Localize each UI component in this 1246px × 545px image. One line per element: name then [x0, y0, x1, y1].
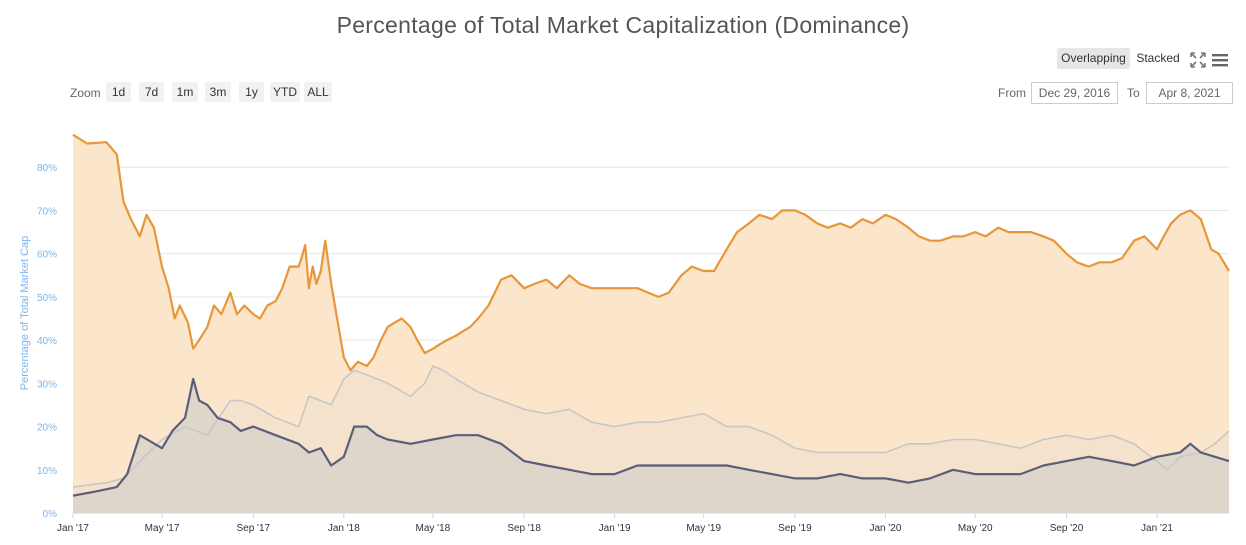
y-tick-label: 10%: [37, 466, 57, 477]
alt-area: [73, 366, 1229, 513]
btc-area: [73, 134, 1229, 514]
y-axis-ticks: 0% 10% 20% 30% 40% 50% 60% 70% 80%: [37, 163, 57, 520]
zoom-all-button[interactable]: ALL: [304, 82, 332, 102]
to-label: To: [1127, 86, 1140, 100]
x-tick-label: May '17: [145, 523, 180, 534]
to-date-input[interactable]: Apr 8, 2021: [1146, 82, 1233, 104]
x-tick-label: May '20: [958, 523, 993, 534]
x-tick-label: May '18: [416, 523, 451, 534]
y-tick-label: 0%: [43, 509, 58, 520]
y-tick-label: 40%: [37, 336, 57, 347]
alt-line: [72, 365, 1230, 488]
y-tick-label: 50%: [37, 293, 57, 304]
x-tick-label: Jan '18: [328, 523, 360, 534]
x-axis-ticks: Jan '17 May '17 Sep '17 Jan '18 May '18 Sep '…: [57, 513, 1173, 534]
x-tick-label: May '19: [686, 523, 721, 534]
stacked-button[interactable]: Stacked: [1136, 51, 1180, 65]
zoom-1d-button[interactable]: 1d: [106, 82, 131, 102]
fullscreen-icon[interactable]: [1188, 50, 1208, 70]
y-tick-label: 30%: [37, 379, 57, 390]
y-tick-label: 80%: [37, 163, 57, 174]
x-tick-label: Jan '19: [599, 523, 631, 534]
overlapping-button[interactable]: Overlapping: [1057, 48, 1130, 69]
btc-line: [72, 133, 1230, 372]
eth-area: [73, 379, 1229, 513]
x-tick-label: Sep '19: [778, 523, 812, 534]
series-areas: [73, 134, 1229, 514]
zoom-1y-button[interactable]: 1y: [239, 82, 264, 102]
zoom-7d-button[interactable]: 7d: [139, 82, 164, 102]
x-tick-label: Sep '17: [236, 523, 270, 534]
x-tick-label: Jan '21: [1141, 523, 1173, 534]
y-axis-label: Percentage of Total Market Cap: [19, 236, 31, 391]
from-date-input[interactable]: Dec 29, 2016: [1031, 82, 1118, 104]
zoom-ytd-button[interactable]: YTD: [270, 82, 300, 102]
zoom-3m-button[interactable]: 3m: [205, 82, 231, 102]
series-lines: [72, 133, 1230, 497]
x-tick-label: Sep '18: [507, 523, 541, 534]
grid-lines: [73, 166, 1229, 514]
zoom-1m-button[interactable]: 1m: [172, 82, 198, 102]
y-tick-label: 70%: [37, 206, 57, 217]
zoom-label: Zoom: [70, 86, 101, 100]
y-tick-label: 20%: [37, 423, 57, 434]
y-tick-label: 60%: [37, 250, 57, 261]
chart-title: Percentage of Total Market Capitalizatio…: [336, 12, 910, 38]
x-tick-label: Sep '20: [1050, 523, 1084, 534]
hamburger-menu-icon[interactable]: [1210, 50, 1230, 70]
from-label: From: [998, 86, 1026, 100]
eth-line: [72, 377, 1230, 497]
x-tick-label: Jan '17: [57, 523, 89, 534]
x-tick-label: Jan '20: [869, 523, 901, 534]
